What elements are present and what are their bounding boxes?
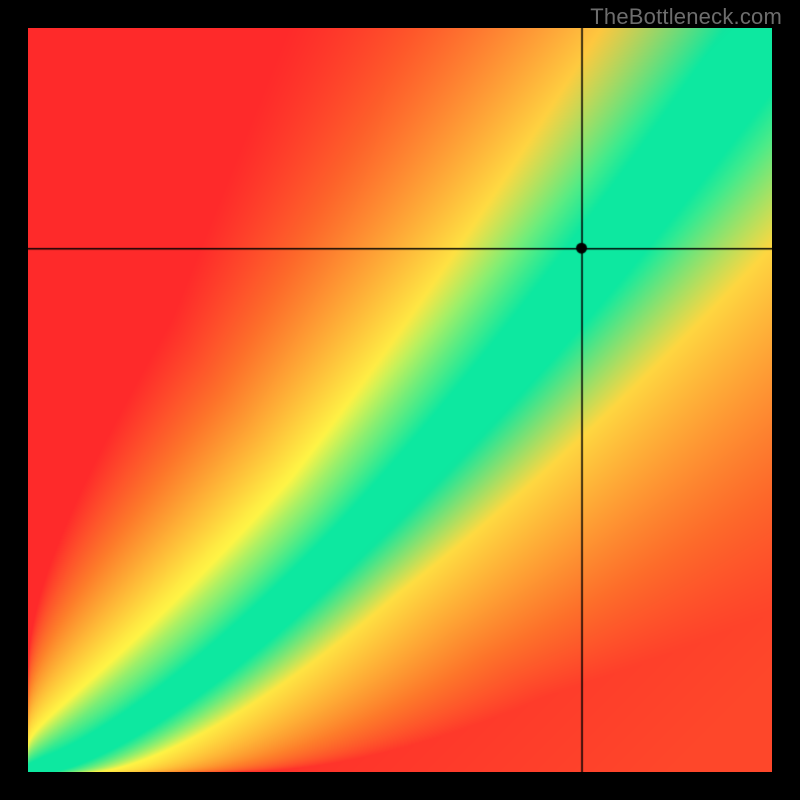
watermark-text: TheBottleneck.com	[590, 4, 782, 30]
bottleneck-heatmap	[28, 28, 772, 772]
chart-container: TheBottleneck.com	[0, 0, 800, 800]
